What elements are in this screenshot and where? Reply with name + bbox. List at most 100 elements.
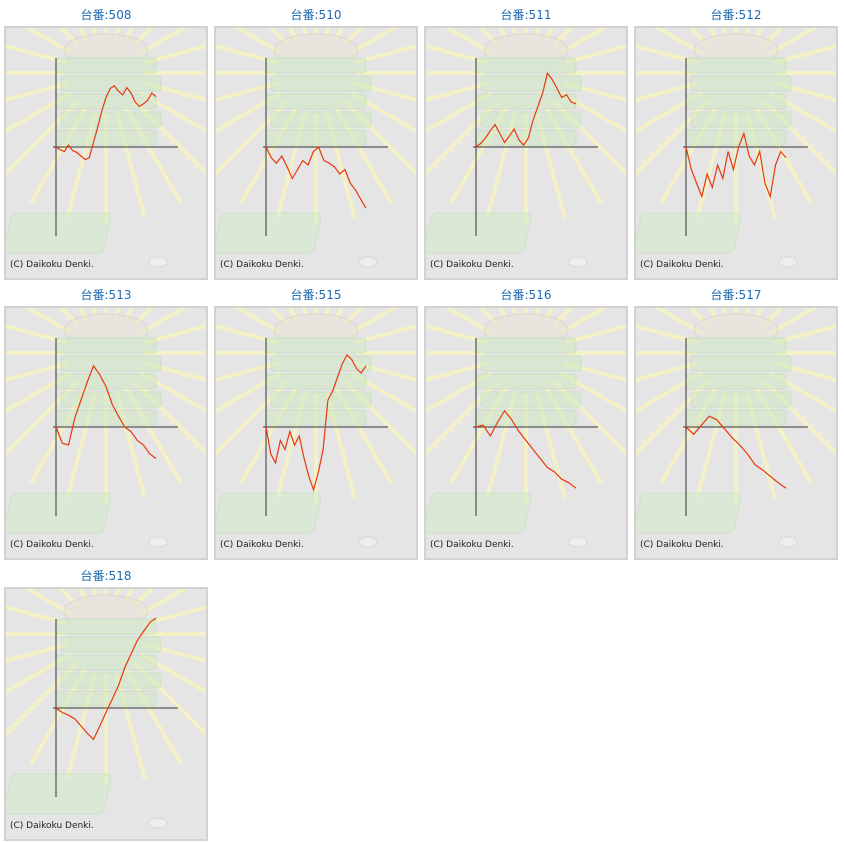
chart-image[interactable]: (C) Daikoku Denki. [214, 306, 418, 560]
machine-tray [480, 391, 582, 408]
sunburst-ray [132, 589, 154, 608]
sunburst-ray [354, 361, 416, 382]
chart-image[interactable]: (C) Daikoku Denki. [4, 306, 208, 560]
machine-tray [475, 409, 577, 426]
sunburst-ray [636, 44, 698, 65]
series-line [55, 364, 157, 459]
machine-tray [60, 75, 162, 92]
series-line [685, 415, 787, 489]
sunburst-ray [349, 371, 416, 414]
sunburst-ray [636, 91, 703, 134]
machine-illustration [6, 594, 168, 829]
chart-panel: 台番:510 (C) Daikoku Denki. [214, 4, 418, 280]
coin-icon [358, 536, 378, 548]
machine-illustration [426, 33, 588, 268]
sunburst-ray [24, 308, 73, 335]
sunburst-ray [6, 371, 73, 414]
sunburst-ray [139, 28, 188, 55]
machine-tray [475, 129, 577, 146]
chart-title-link[interactable]: 台番:512 [710, 8, 762, 22]
chart-image[interactable]: (C) Daikoku Denki. [424, 306, 628, 560]
sunburst-ray [65, 111, 98, 219]
chart-panel: 台番:513 (C) Daikoku Denki. [4, 284, 208, 560]
chart-image[interactable]: (C) Daikoku Denki. [4, 26, 208, 280]
sunburst-ray [354, 44, 416, 65]
chart-image[interactable]: (C) Daikoku Denki. [634, 306, 838, 560]
sunburst-ray [559, 308, 608, 335]
chart-image[interactable]: (C) Daikoku Denki. [424, 26, 628, 280]
sunburst-ray [216, 91, 283, 134]
ball-tray [6, 773, 112, 815]
sunburst-ray [342, 28, 364, 47]
sunburst-ray [144, 44, 206, 65]
sunburst-ray [114, 111, 147, 219]
chart-title-link[interactable]: 台番:511 [500, 8, 552, 22]
sunburst-ray [478, 28, 500, 47]
coin-icon [148, 817, 168, 829]
machine-tray [685, 57, 787, 74]
ball-tray [636, 212, 742, 254]
chart-title-link[interactable]: 台番:513 [80, 288, 132, 302]
sunburst-ray [216, 81, 278, 102]
coin-icon [148, 536, 168, 548]
machine-tray [60, 672, 162, 689]
coin-icon [568, 256, 588, 268]
series-line [55, 617, 157, 741]
machine-tray [685, 129, 787, 146]
sunburst-ray [349, 308, 398, 335]
sunburst-ray [485, 391, 518, 499]
chart-image[interactable]: (C) Daikoku Denki. [4, 587, 208, 841]
chart-title-link[interactable]: 台番:510 [290, 8, 342, 22]
sunburst-ray [636, 324, 698, 345]
copyright-text: (C) Daikoku Denki. [10, 540, 94, 550]
series-line [55, 84, 157, 161]
sunburst-ray [234, 28, 283, 55]
chart-image[interactable]: (C) Daikoku Denki. [214, 26, 418, 280]
chart-svg [636, 28, 836, 268]
sunburst-ray [564, 44, 626, 65]
chart-svg [426, 28, 626, 268]
sunburst-ray [744, 391, 777, 499]
copyright-text: (C) Daikoku Denki. [640, 540, 724, 550]
sunburst-ray [144, 605, 206, 626]
chart-image[interactable]: (C) Daikoku Denki. [634, 26, 838, 280]
sunburst-ray [6, 642, 68, 663]
machine-illustration [636, 313, 798, 548]
sunburst-ray [564, 81, 626, 102]
sunburst-ray [58, 28, 80, 47]
machine-tray [60, 355, 162, 372]
copyright-text: (C) Daikoku Denki. [430, 260, 514, 270]
chart-title-link[interactable]: 台番:508 [80, 8, 132, 22]
chart-title-link[interactable]: 台番:518 [80, 569, 132, 583]
machine-illustration [216, 313, 378, 548]
machine-tray [55, 690, 157, 707]
chart-title-link[interactable]: 台番:517 [710, 288, 762, 302]
sunburst-ray [485, 111, 518, 219]
sunburst-ray [426, 361, 488, 382]
chart-panel: 台番:517 (C) Daikoku Denki. [634, 284, 838, 560]
chart-svg [216, 28, 416, 268]
sunburst-ray [324, 111, 357, 219]
sunburst-ray [139, 91, 206, 134]
machine-tray [265, 93, 367, 110]
machine-tray [60, 636, 162, 653]
machine-illustration [6, 313, 168, 548]
sunburst-ray [354, 81, 416, 102]
sunburst-ray [132, 28, 154, 47]
chart-panel: 台番:508 (C) Daikoku Denki. [4, 4, 208, 280]
chart-svg [636, 308, 836, 548]
chart-title-link[interactable]: 台番:515 [290, 288, 342, 302]
sunburst-ray [426, 371, 493, 414]
sunburst-ray [139, 652, 206, 695]
sunburst-ray [349, 91, 416, 134]
sunburst-ray [478, 308, 500, 327]
chart-title-link[interactable]: 台番:516 [500, 288, 552, 302]
sunburst-ray [24, 28, 73, 55]
sunburst-ray [636, 361, 698, 382]
series-line [475, 409, 577, 489]
sunburst-ray [688, 308, 710, 327]
machine-tray [55, 654, 157, 671]
copyright-text: (C) Daikoku Denki. [10, 821, 94, 831]
machine-tray [270, 75, 372, 92]
